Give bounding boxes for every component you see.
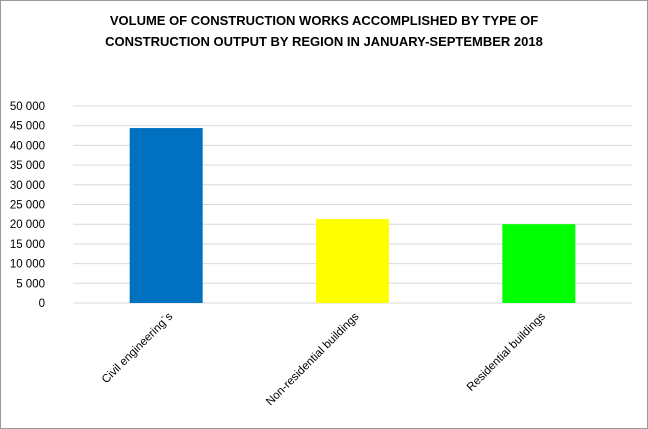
y-tick-label: 10 000 (10, 259, 45, 271)
bar-2 (316, 219, 389, 303)
y-tick-label: 15 000 (10, 239, 45, 251)
x-category-label: Civil engineering`s (100, 310, 176, 386)
y-tick-label: 45 000 (10, 121, 45, 133)
y-tick-label: 35 000 (10, 160, 45, 172)
chart-title: VOLUME OF CONSTRUCTION WORKS ACCOMPLISHE… (0, 10, 648, 52)
y-tick-label: 50 000 (10, 101, 45, 113)
y-tick-label: 40 000 (10, 140, 45, 152)
bar-1 (129, 128, 203, 303)
y-tick-label: 5 000 (16, 278, 45, 290)
y-tick-label: 30 000 (10, 180, 45, 192)
bars (129, 128, 576, 303)
bar-3 (502, 224, 576, 303)
x-axis-category-labels: Civil engineering`s Non-residential build… (100, 310, 548, 408)
y-tick-label: 0 (39, 298, 45, 310)
chart-title-line-1: VOLUME OF CONSTRUCTION WORKS ACCOMPLISHE… (109, 13, 539, 28)
chart-title-line-2: CONSTRUCTION OUTPUT BY REGION IN JANUARY… (105, 34, 543, 49)
x-category-label: Non-residential buildings (264, 310, 362, 408)
y-axis-tick-labels: 0 5 000 10 000 15 000 20 000 25 000 30 000 35 0… (10, 101, 45, 310)
y-tick-label: 20 000 (10, 219, 45, 231)
y-tick-label: 25 000 (10, 200, 45, 212)
x-category-label: Residential buildings (465, 310, 548, 393)
